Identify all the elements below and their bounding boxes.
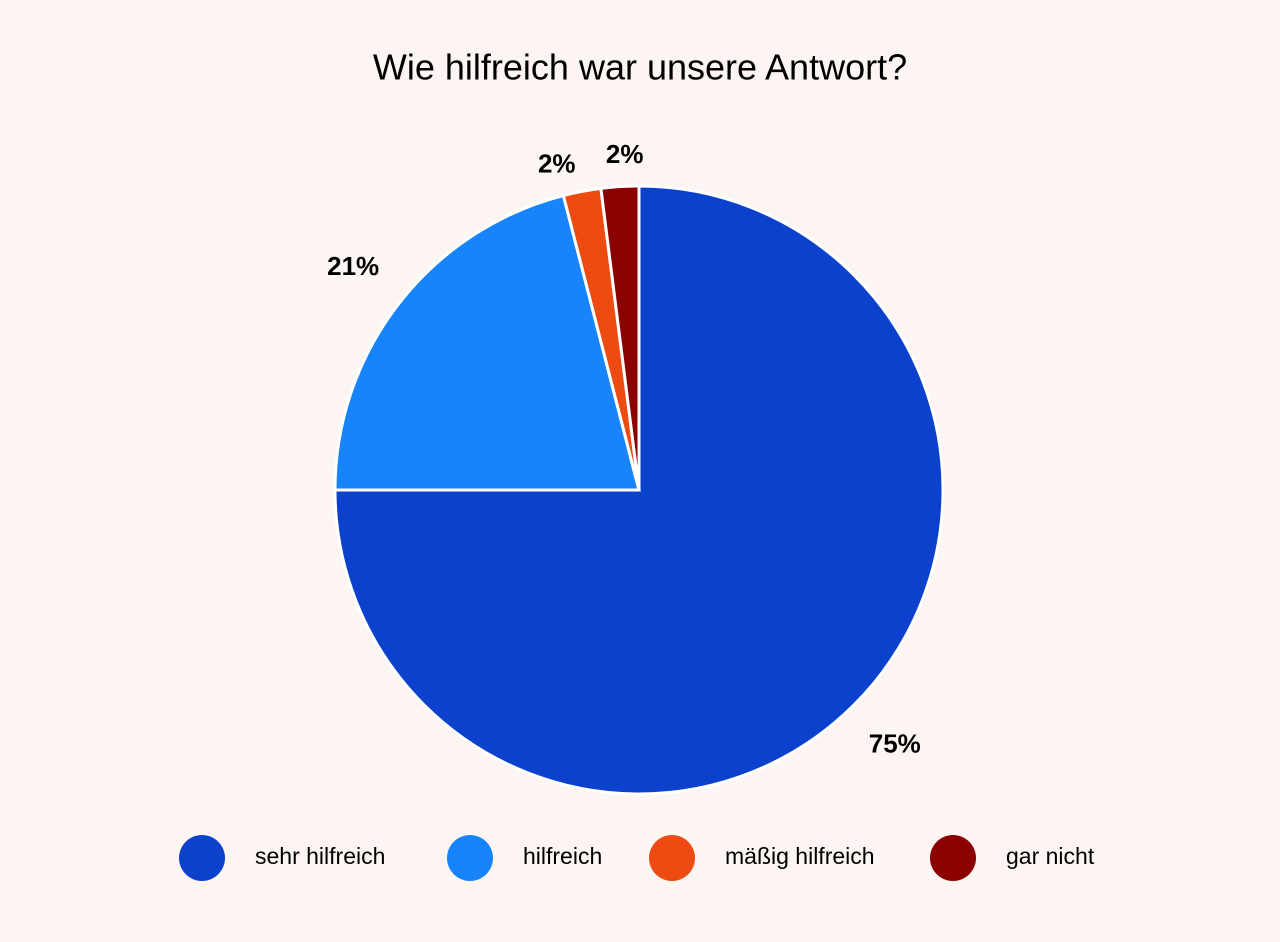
legend-marker	[649, 835, 695, 881]
legend-label: gar nicht	[1006, 843, 1095, 869]
value-label: 2%	[606, 139, 644, 169]
legend-marker	[447, 835, 493, 881]
legend-marker	[179, 835, 225, 881]
legend-marker	[930, 835, 976, 881]
legend-label: hilfreich	[523, 843, 602, 869]
chart-title: Wie hilfreich war unsere Antwort?	[373, 47, 907, 88]
legend-label: sehr hilfreich	[255, 843, 385, 869]
legend-label: mäßig hilfreich	[725, 843, 875, 869]
pie-slice	[333, 193, 641, 492]
value-label: 75%	[869, 729, 921, 759]
pie-slice	[599, 184, 641, 491]
value-label: 2%	[538, 149, 576, 179]
value-label: 21%	[327, 251, 379, 281]
